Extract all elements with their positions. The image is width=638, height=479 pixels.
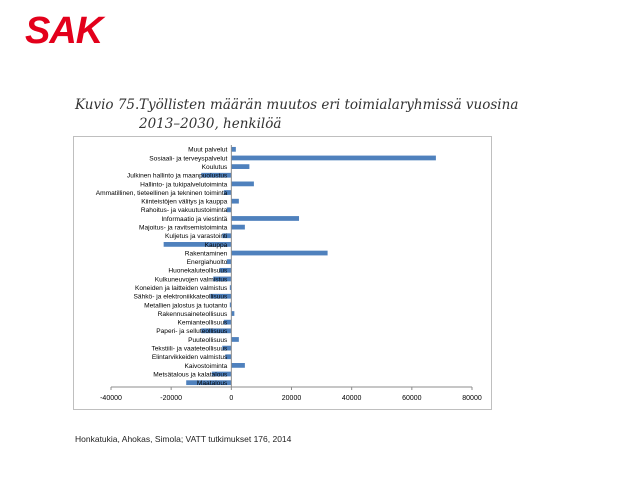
bar-18 <box>229 302 232 308</box>
category-label-1: Sosiaali- ja terveyspalvelut <box>149 155 227 162</box>
x-tick-label-1: -20000 <box>160 395 182 402</box>
bar-21 <box>201 328 232 334</box>
source-note: Honkatukia, Ahokas, Simola; VATT tutkimu… <box>75 434 292 444</box>
category-label-4: Hallinto- ja tukipalvelutoiminta <box>140 181 228 188</box>
bar-8 <box>231 216 300 221</box>
bar-9 <box>231 224 245 230</box>
x-tick-label-4: 40000 <box>342 395 362 402</box>
bar-5 <box>223 190 232 195</box>
bar-4 <box>231 181 254 187</box>
category-label-17: Sähkö- ja elektroniikkateollisuus <box>134 294 229 301</box>
category-label-9: Majoitus- ja ravitsemistoiminta <box>139 225 228 232</box>
category-label-5: Ammatillinen, tieteellinen ja tekninen t… <box>96 190 228 197</box>
category-label-18: Metallien jalostus ja tuotanto <box>144 302 228 309</box>
bar-15 <box>213 276 232 282</box>
category-label-11: Kauppa <box>205 242 228 249</box>
bar-20 <box>223 319 232 325</box>
bar-7 <box>226 207 232 213</box>
x-tick-label-0: -40000 <box>100 395 122 402</box>
category-label-0: Muut palvelut <box>188 147 227 154</box>
chart-area: Muut palvelut Sosiaali- ja terveyspalvelu… <box>73 136 492 410</box>
category-label-21: Paperi- ja selluteollisuus <box>156 328 228 335</box>
category-label-15: Kulkuneuvojen valmistus <box>155 276 228 283</box>
bar-10 <box>222 233 232 239</box>
category-label-24: Elintarvikkeiden valmistus <box>152 354 228 361</box>
category-label-23: Tekstiili- ja vaateteollisuus <box>151 346 228 353</box>
x-tick-label-2: 0 <box>229 395 233 402</box>
bar-11 <box>163 242 232 247</box>
category-label-20: Kemianteollisuus <box>177 320 228 327</box>
category-label-8: Informaatio ja viestintä <box>161 216 227 223</box>
bar-12 <box>231 250 328 256</box>
category-label-10: Kuljetus ja varastointi <box>165 233 228 240</box>
x-tick-label-3: 20000 <box>282 395 302 402</box>
figure-title: Työllisten määrän muutos eri toimialaryh… <box>139 97 519 132</box>
category-label-27: Maatalous <box>197 380 228 387</box>
bar-14 <box>219 267 232 273</box>
bar-3 <box>201 172 232 178</box>
bar-17 <box>210 293 232 299</box>
category-label-6: Kiinteistöjen välitys ja kauppa <box>141 199 227 206</box>
bar-27 <box>186 380 232 386</box>
bar-26 <box>211 371 232 377</box>
bar-2 <box>231 164 250 169</box>
bar-0 <box>231 146 236 152</box>
category-label-2: Koulutus <box>202 164 228 171</box>
figure-number: Kuvio 75. <box>75 97 140 113</box>
category-label-12: Rakentaminen <box>185 250 228 257</box>
bar-19 <box>231 311 235 316</box>
bar-6 <box>231 198 239 204</box>
sak-logo: SAK <box>25 10 103 52</box>
bar-13 <box>226 259 232 265</box>
category-label-26: Metsätalous ja kalatalous <box>153 371 228 378</box>
bar-24 <box>225 354 232 360</box>
x-tick-label-5: 60000 <box>402 395 422 402</box>
category-label-25: Kaivostoiminta <box>184 363 227 370</box>
bar-16 <box>229 285 232 290</box>
x-tick-label-6: 80000 <box>462 395 482 402</box>
category-label-19: Rakennusaineteollisuus <box>158 311 228 318</box>
category-label-7: Rahoitus- ja vakuutustoiminta <box>141 207 228 214</box>
category-label-16: Koneiden ja laitteiden valmistus <box>135 285 228 292</box>
bar-22 <box>231 337 239 342</box>
category-label-22: Puuteollisuus <box>188 337 228 344</box>
category-label-3: Julkinen hallinto ja maanpuolustus <box>127 173 228 180</box>
bar-23 <box>222 345 232 351</box>
category-label-13: Energiahuolto <box>187 259 228 266</box>
category-label-14: Huonekaluteollisuus <box>168 268 228 275</box>
bar-25 <box>231 363 245 368</box>
bar-1 <box>231 155 436 161</box>
